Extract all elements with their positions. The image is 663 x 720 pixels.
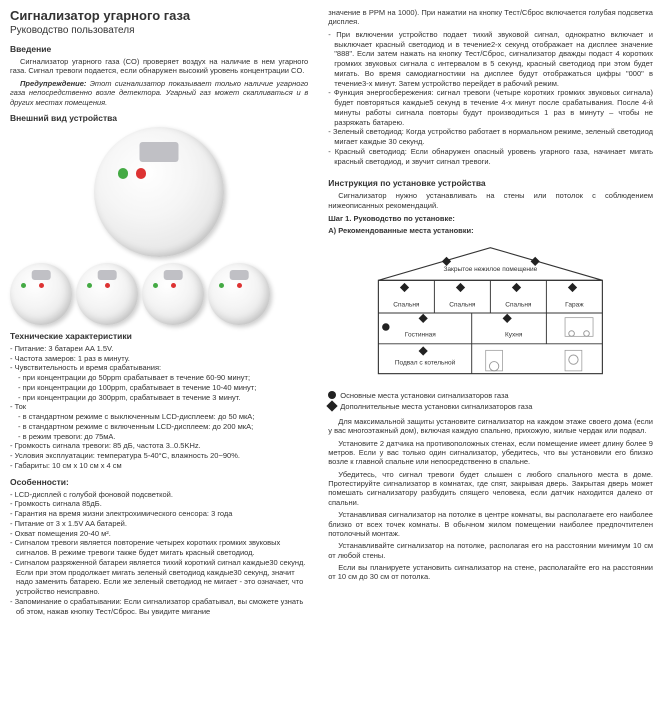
spec-sub: в стандартном режиме с выключенным LCD-д…	[10, 412, 308, 422]
warning-label: Предупреждение:	[20, 79, 86, 88]
feature-item: LCD-дисплей с голубой фоновой подсветкой…	[10, 490, 308, 500]
right-bullets: При включении устройство подает тихий зв…	[328, 30, 653, 167]
detector-photo-main	[94, 127, 224, 257]
feature-item: Гарантия на время жизни электрохимическо…	[10, 509, 308, 519]
room-attic: Закрытое нежилое помещение	[444, 266, 538, 273]
right-bullet: Зеленый светодиод: Когда устройство рабо…	[328, 127, 653, 147]
svg-text:Спальня: Спальня	[506, 301, 533, 308]
spec-item: Условия эксплуатации: температура 5-40°C…	[10, 451, 308, 461]
install-para: Устанавливая сигнализатор на потолке в ц…	[328, 510, 653, 538]
spec-sub: в стандартном режиме с включенным LCD-ди…	[10, 422, 308, 432]
intro-text: Сигнализатор угарного газа (CO) проверяе…	[10, 57, 308, 76]
main-image-wrap	[10, 127, 308, 257]
detector-thumb-3	[142, 263, 204, 325]
detector-thumb-2	[76, 263, 138, 325]
appearance-header: Внешний вид устройства	[10, 113, 308, 123]
right-cont-text: значение в PPM на 1000). При нажатии на …	[328, 8, 653, 27]
feature-item: Сигналом разряженной батареи является ти…	[10, 558, 308, 597]
install-para: Для максимальной защиты установите сигна…	[328, 417, 653, 436]
right-bullet: Красный светодиод: Если обнаружен опасны…	[328, 147, 653, 167]
right-bullet: Функция энергосбережения: сигнал тревоги…	[328, 88, 653, 127]
legend-secondary-text: Дополнительные места установки сигнализа…	[340, 402, 532, 411]
legend-secondary: Дополнительные места установки сигнализа…	[328, 402, 653, 411]
warning-text: Предупреждение: Этот сигнализатор показы…	[10, 79, 308, 107]
svg-text:Спальня: Спальня	[394, 301, 421, 308]
spec-item: Ток	[10, 402, 308, 412]
feature-item: Сигналом тревоги является повторение чет…	[10, 538, 308, 558]
install-para: Если вы планируете установить сигнализат…	[328, 563, 653, 582]
feature-item: Охват помещения 20-40 м².	[10, 529, 308, 539]
thumbnail-row	[10, 263, 308, 325]
legend-diamond-icon	[327, 401, 338, 412]
spec-sub: при концентрации до 100ppm, срабатывает …	[10, 383, 308, 393]
install-para: Установите 2 датчика на противоположных …	[328, 439, 653, 467]
svg-text:Спальня: Спальня	[450, 301, 477, 308]
install-para: Устанавливайте сигнализатор на потолке, …	[328, 541, 653, 560]
intro-header: Введение	[10, 44, 308, 54]
specs-list: Питание: 3 батареи AA 1.5V. Частота заме…	[10, 344, 308, 471]
spec-sub: при концентрации до 300ppm, срабатывает …	[10, 393, 308, 403]
legend-dot-icon	[328, 391, 336, 399]
step1-label: Шаг 1. Руководство по установке:	[328, 214, 653, 223]
svg-text:Гараж: Гараж	[565, 301, 584, 308]
house-diagram: Закрытое нежилое помещение Спальня Спаль…	[328, 243, 653, 383]
right-column: значение в PPM на 1000). При нажатии на …	[318, 0, 663, 720]
detector-thumb-1	[10, 263, 72, 325]
spec-sub: в режим тревоги: до 75мА.	[10, 432, 308, 442]
features-list: LCD-дисплей с голубой фоновой подсветкой…	[10, 490, 308, 617]
doc-subtitle: Руководство пользователя	[10, 25, 308, 36]
svg-text:Гостинная: Гостинная	[405, 331, 436, 338]
feature-item: Питание от 3 x 1.5V AA батарей.	[10, 519, 308, 529]
install-para: Убедитесь, что сигнал тревоги будет слыш…	[328, 470, 653, 508]
right-bullet: При включении устройство подает тихий зв…	[328, 30, 653, 89]
install-intro: Сигнализатор нужно устанавливать на стен…	[328, 191, 653, 210]
spec-item: Габариты: 10 см x 10 см x 4 см	[10, 461, 308, 471]
specs-header: Технические характеристики	[10, 331, 308, 341]
spec-item: Чувствительность и время срабатывания:	[10, 363, 308, 373]
left-column: Сигнализатор угарного газа Руководство п…	[0, 0, 318, 720]
step1a-label: А) Рекомендованные места установки:	[328, 226, 653, 235]
detector-thumb-4	[208, 263, 270, 325]
features-header: Особенности:	[10, 477, 308, 487]
install-header: Инструкция по установке устройства	[328, 178, 653, 188]
spec-sub: при концентрации до 50ppm срабатывает в …	[10, 373, 308, 383]
legend-primary-text: Основные места установки сигнализаторов …	[340, 391, 508, 400]
svg-text:Подвал с котельной: Подвал с котельной	[395, 358, 456, 366]
legend-primary: Основные места установки сигнализаторов …	[328, 391, 653, 400]
spec-item: Питание: 3 батареи AA 1.5V.	[10, 344, 308, 354]
svg-text:Кухня: Кухня	[505, 331, 523, 338]
feature-item: Запоминание о срабатывании: Если сигнали…	[10, 597, 308, 617]
doc-title: Сигнализатор угарного газа	[10, 8, 308, 23]
spec-item: Громкость сигнала тревоги: 85 дБ, частот…	[10, 441, 308, 451]
feature-item: Громкость сигнала 85дБ.	[10, 499, 308, 509]
spec-item: Частота замеров: 1 раз в минуту.	[10, 354, 308, 364]
